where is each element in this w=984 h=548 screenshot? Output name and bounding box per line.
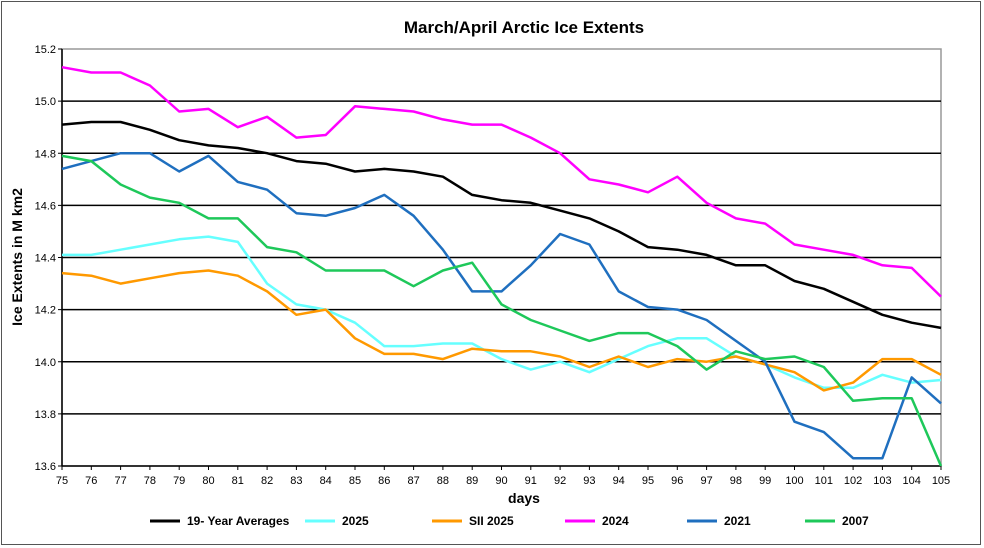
x-tick-label: 103 [873,475,891,487]
x-tick-label: 97 [700,475,712,487]
x-tick-label: 84 [320,475,332,487]
series-line-19-year-averages [61,120,942,330]
x-tick-label: 75 [56,475,68,487]
legend-label: 2024 [602,514,629,528]
y-axis-label: Ice Extents in M km2 [9,188,25,326]
legend-label: 2007 [842,514,869,528]
x-tick-label: 96 [671,475,683,487]
x-tick-label: 99 [759,475,771,487]
legend-label: SII 2025 [469,514,514,528]
y-tick-label: 14.4 [35,253,56,265]
y-tick-label: 13.8 [35,409,56,421]
series-line-2024 [61,65,942,298]
x-tick-label: 86 [378,475,390,487]
x-tick-label: 77 [114,475,126,487]
y-tick-label: 15.0 [35,96,56,108]
x-tick-label: 79 [173,475,185,487]
x-tick-label: 92 [554,475,566,487]
series-line-sii-2025 [61,269,942,392]
chart-title: March/April Arctic Ice Extents [404,18,644,37]
y-tick-label: 14.2 [35,305,56,317]
x-tick-label: 104 [903,475,921,487]
x-tick-label: 90 [495,475,507,487]
x-tick-label: 81 [232,475,244,487]
x-tick-label: 87 [407,475,419,487]
legend-label: 2025 [342,514,369,528]
x-tick-label: 76 [85,475,97,487]
legend-label: 2021 [724,514,751,528]
x-tick-label: 88 [437,475,449,487]
x-tick-label: 101 [815,475,833,487]
x-tick-label: 95 [642,475,654,487]
x-tick-label: 91 [525,475,537,487]
x-tick-label: 83 [290,475,302,487]
x-tick-label: 82 [261,475,273,487]
x-tick-label: 89 [466,475,478,487]
x-tick-label: 78 [144,475,156,487]
x-axis-label: days [508,490,540,506]
y-tick-label: 15.2 [35,44,56,56]
series-line-2025 [62,235,942,390]
y-tick-label: 14.8 [35,148,56,160]
x-tick-label: 85 [349,475,361,487]
x-tick-label: 98 [730,475,742,487]
x-tick-label: 100 [785,475,803,487]
series-line-2007 [61,154,943,467]
series-line-2021 [61,151,942,460]
x-tick-label: 80 [202,475,214,487]
y-tick-label: 14.6 [35,200,56,212]
y-tick-label: 14.0 [35,357,56,369]
y-tick-label: 13.6 [35,461,56,473]
x-tick-label: 93 [583,475,595,487]
x-tick-label: 102 [844,475,862,487]
x-tick-label: 105 [932,475,950,487]
legend-label: 19- Year Averages [187,514,290,528]
x-tick-label: 94 [613,475,625,487]
